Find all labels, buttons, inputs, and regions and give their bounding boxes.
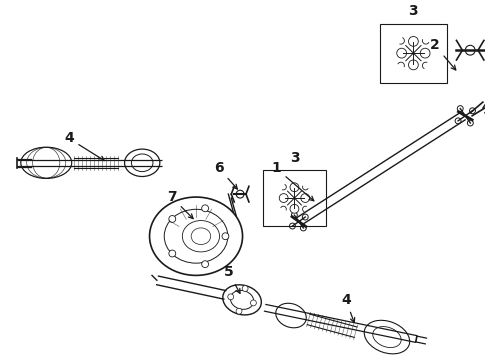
Circle shape xyxy=(467,120,473,126)
Circle shape xyxy=(409,60,418,70)
Circle shape xyxy=(169,216,176,222)
Circle shape xyxy=(290,183,299,192)
Circle shape xyxy=(290,204,299,213)
Circle shape xyxy=(420,48,430,58)
Circle shape xyxy=(202,261,209,267)
Text: 7: 7 xyxy=(167,190,193,219)
Circle shape xyxy=(169,250,176,257)
Circle shape xyxy=(236,308,242,314)
Text: 6: 6 xyxy=(214,161,237,189)
Text: 5: 5 xyxy=(223,265,240,293)
Text: 3: 3 xyxy=(290,151,299,165)
Ellipse shape xyxy=(149,197,243,275)
Circle shape xyxy=(302,214,308,220)
Circle shape xyxy=(202,205,209,212)
Circle shape xyxy=(250,300,256,306)
Circle shape xyxy=(457,105,463,112)
Circle shape xyxy=(236,190,244,198)
Text: 2: 2 xyxy=(430,38,456,70)
Circle shape xyxy=(279,194,288,202)
Circle shape xyxy=(242,285,248,292)
Circle shape xyxy=(469,108,475,114)
Bar xyxy=(380,24,447,82)
Text: 3: 3 xyxy=(409,4,418,18)
Circle shape xyxy=(228,294,234,300)
Text: 4: 4 xyxy=(64,131,104,161)
Circle shape xyxy=(301,194,310,202)
Circle shape xyxy=(292,212,297,218)
Circle shape xyxy=(300,225,306,231)
Circle shape xyxy=(397,48,407,58)
Circle shape xyxy=(455,118,461,124)
Circle shape xyxy=(222,233,229,240)
Circle shape xyxy=(466,45,475,55)
Text: 4: 4 xyxy=(341,293,355,323)
Circle shape xyxy=(290,223,295,229)
Circle shape xyxy=(409,36,418,46)
Text: 1: 1 xyxy=(271,161,314,201)
Bar xyxy=(263,170,326,226)
